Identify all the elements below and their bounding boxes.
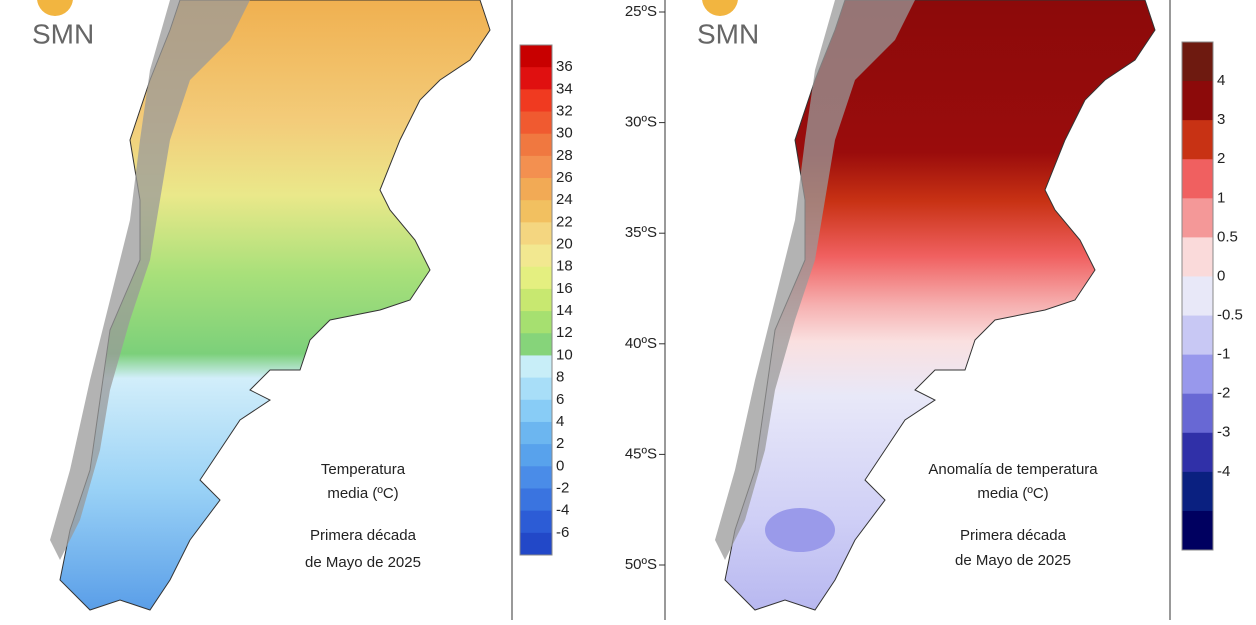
legend-label: 2 — [1217, 150, 1225, 167]
legend-swatch — [520, 355, 552, 379]
legend-swatch — [520, 466, 552, 489]
legend-label: -2 — [556, 479, 569, 496]
legend-label: 14 — [556, 302, 573, 319]
legend-label: 3 — [1217, 111, 1225, 128]
legend-label: 32 — [556, 102, 573, 119]
map — [37, 0, 513, 620]
legend-swatch — [520, 266, 552, 290]
legend-swatch — [520, 421, 552, 445]
legend-swatch — [520, 333, 552, 356]
legend-label: 26 — [556, 169, 573, 186]
caption: media (ºC) — [977, 485, 1048, 502]
legend-swatch — [1182, 471, 1213, 512]
legend-swatch — [520, 222, 552, 246]
legend-label: 28 — [556, 147, 573, 164]
map — [664, 0, 1171, 620]
legend-swatch — [520, 532, 552, 556]
legend-label: 10 — [556, 346, 573, 363]
legend-swatch — [520, 178, 552, 201]
legend-swatch — [520, 444, 552, 467]
andes — [50, 0, 250, 560]
legend-label: 0 — [556, 457, 564, 474]
legend-swatch — [1182, 432, 1213, 473]
legend-label: -6 — [556, 524, 569, 541]
legend-label: 8 — [556, 369, 564, 386]
legend-swatch — [1182, 81, 1213, 121]
logo: SMN — [697, 18, 759, 49]
legend-swatch — [1182, 510, 1213, 551]
legend-label: -3 — [1217, 424, 1230, 441]
legend-frame — [519, 44, 553, 556]
caption: media (ºC) — [327, 485, 398, 502]
legend-label: -4 — [1217, 463, 1230, 480]
legend-swatch — [520, 133, 552, 157]
legend-swatch — [1182, 42, 1213, 82]
legend-label: 12 — [556, 324, 573, 341]
latitude-label: 50ºS — [625, 556, 657, 573]
legend-label: 24 — [556, 191, 573, 208]
legend-label: -4 — [556, 502, 569, 519]
legend-label: -2 — [1217, 385, 1230, 402]
legend-swatch — [1182, 354, 1213, 395]
latitude-label: 40ºS — [625, 335, 657, 352]
andes — [715, 0, 915, 560]
logo-sun — [702, 0, 738, 16]
legend-swatch — [1182, 198, 1213, 238]
legend-swatch — [520, 510, 552, 534]
legend-swatch — [520, 244, 552, 268]
legend-swatch — [520, 89, 552, 113]
legend-label: 18 — [556, 258, 573, 275]
legend-label: 4 — [1217, 72, 1225, 89]
legend-swatch — [520, 67, 552, 90]
legend-label: 22 — [556, 213, 573, 230]
latitude-label: 25ºS — [625, 3, 657, 20]
legend-swatch — [520, 200, 552, 223]
legend-label: 2 — [556, 435, 564, 452]
legend-label: -0.5 — [1217, 307, 1243, 324]
legend-label: 20 — [556, 236, 573, 253]
legend-label: 0 — [1217, 267, 1225, 284]
legend-swatch — [520, 488, 552, 512]
caption: Primera década — [310, 527, 417, 544]
legend-swatch — [520, 288, 552, 312]
legend-swatch — [520, 377, 552, 401]
caption: de Mayo de 2025 — [305, 554, 421, 571]
legend-swatch — [1182, 237, 1213, 277]
latitude-label: 45ºS — [625, 445, 657, 462]
legend-swatch — [520, 155, 552, 179]
legend-label: 36 — [556, 58, 573, 75]
legend-swatch — [520, 311, 552, 334]
legend-swatch — [1182, 120, 1213, 160]
legend-label: 4 — [556, 413, 564, 430]
legend-label: 30 — [556, 125, 573, 142]
legend-label: 0.5 — [1217, 228, 1238, 245]
legend-swatch — [520, 45, 552, 68]
caption: Anomalía de temperatura — [928, 461, 1098, 478]
legend-swatch — [1182, 276, 1213, 317]
caption: Temperatura — [321, 461, 406, 478]
legend-frame — [1181, 41, 1214, 551]
legend-label: 6 — [556, 391, 564, 408]
caption: de Mayo de 2025 — [955, 552, 1071, 569]
legend-swatch — [1182, 315, 1213, 356]
latitude-label: 30ºS — [625, 114, 657, 131]
latitude-label: 35ºS — [625, 224, 657, 241]
legend-swatch — [520, 111, 552, 135]
anomaly-region — [765, 508, 835, 552]
legend-label: 16 — [556, 280, 573, 297]
logo-sun — [37, 0, 73, 16]
caption: Primera década — [960, 527, 1067, 544]
legend-label: 34 — [556, 80, 573, 97]
legend-swatch — [1182, 393, 1213, 434]
legend-label: 1 — [1217, 189, 1225, 206]
legend-swatch — [520, 399, 552, 423]
logo: SMN — [32, 18, 94, 49]
legend-swatch — [1182, 159, 1213, 199]
legend-label: -1 — [1217, 346, 1230, 363]
